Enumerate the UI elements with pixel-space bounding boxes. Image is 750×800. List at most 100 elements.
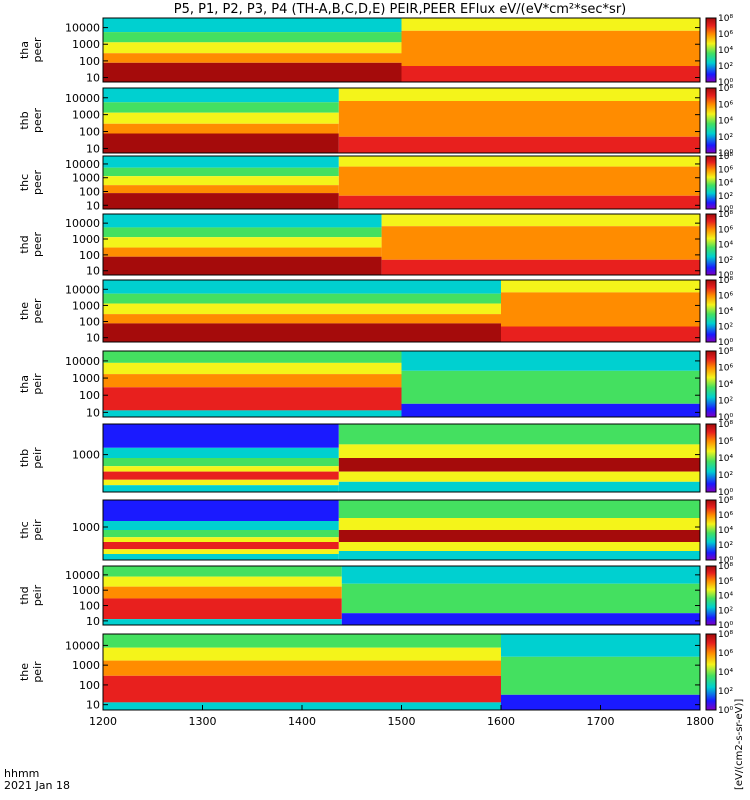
band-pre-2 <box>103 303 501 315</box>
colorbar <box>705 499 717 561</box>
y-tick-label: 10000 <box>65 639 100 652</box>
y-tick-label: 1000 <box>72 372 100 385</box>
colorbar-tick-label: 10⁴ <box>718 46 733 56</box>
panel-label: thdpeer <box>18 232 44 258</box>
band-pre-4 <box>103 133 339 153</box>
colorbar-tick-label: 10⁶ <box>718 577 733 587</box>
band-pre-4 <box>103 193 339 209</box>
y-tick-label: 10 <box>86 699 100 712</box>
band-pre-4 <box>103 410 402 417</box>
colorbar-tick-label: 10⁴ <box>718 526 733 536</box>
colorbar-tick-label: 10⁴ <box>718 380 733 390</box>
band-pre-4 <box>103 256 382 275</box>
colorbar-tick-label: 10⁶ <box>718 30 733 40</box>
band-post-1 <box>401 370 700 404</box>
colorbar-tick-label: 10² <box>718 256 733 266</box>
colorbar-tick-label: 10⁰ <box>718 413 733 423</box>
colorbar <box>705 87 717 154</box>
colorbar-tick-label: 10⁴ <box>718 307 733 317</box>
colorbar-tick-label: 10² <box>718 192 733 202</box>
colorbar-tick-label: 10⁸ <box>718 420 733 430</box>
y-tick-label: 10000 <box>65 283 100 296</box>
band-pre-3 <box>103 247 382 257</box>
band-pre-4 <box>103 62 402 82</box>
panel-label: thepeir <box>18 661 44 683</box>
colorbar-tick-label: 10⁴ <box>718 117 733 127</box>
panel-frame <box>102 565 701 626</box>
footer-date-label: 2021 Jan 18 <box>4 779 70 792</box>
x-tick-label: 1400 <box>288 715 316 728</box>
colorbar-tick-label: 10⁸ <box>718 562 733 572</box>
band-post-0 <box>501 280 700 293</box>
colorbar <box>705 155 717 210</box>
panel-label: thapeir <box>18 373 44 395</box>
band-post-2 <box>338 136 700 153</box>
spectrogram-panels: 10000100010010thapeer10⁰10²10⁴10⁶10⁸1000… <box>18 14 733 716</box>
panel-label: thcpeir <box>18 519 44 541</box>
band-pre-0 <box>103 88 339 103</box>
band-pre-3 <box>103 387 402 411</box>
colorbar-tick-label: 10⁴ <box>718 592 733 602</box>
band-post-1 <box>501 292 700 327</box>
band-pre-3 <box>103 123 339 134</box>
colorbar <box>705 565 717 626</box>
colorbar-tick-label: 10⁸ <box>718 152 733 162</box>
colorbar-tick-label: 10⁰ <box>718 78 733 88</box>
band-pre-0 <box>103 18 402 33</box>
colorbar-tick-label: 10⁰ <box>718 149 733 159</box>
band-pre-1 <box>103 293 501 304</box>
colorbar-tick-label: 10⁶ <box>718 437 733 447</box>
colorbar-tick-label: 10² <box>718 687 733 697</box>
y-tick-label: 1000 <box>72 299 100 312</box>
colorbar-tick-label: 10² <box>718 471 733 481</box>
colorbar <box>705 17 717 83</box>
band-pre-1 <box>103 227 382 238</box>
y-tick-label: 100 <box>79 186 100 199</box>
colorbar <box>705 633 717 711</box>
y-tick-label: 10 <box>86 142 100 155</box>
band-pre-4 <box>103 471 339 480</box>
y-tick-label: 10 <box>86 265 100 278</box>
band-pre-6 <box>103 485 339 492</box>
band-pre-2 <box>103 176 339 186</box>
band-post-1 <box>501 656 700 695</box>
band-post-0 <box>381 214 700 227</box>
band-post-4 <box>338 481 700 492</box>
band-pre-5 <box>103 549 339 554</box>
colorbar-tick-label: 10⁰ <box>718 488 733 498</box>
x-tick-label: 1500 <box>388 715 416 728</box>
colorbar-tick-label: 10⁶ <box>718 649 733 659</box>
band-pre-0 <box>103 351 402 363</box>
colorbar-tick-label: 10⁰ <box>718 556 733 566</box>
panel-label: thepeer <box>18 298 44 324</box>
colorbar-tick-label: 10⁶ <box>718 100 733 110</box>
colorbar-tick-label: 10⁸ <box>718 347 733 357</box>
colorbar-tick-label: 10² <box>718 541 733 551</box>
band-pre-1 <box>103 576 342 587</box>
band-post-2 <box>338 458 700 472</box>
band-pre-3 <box>103 314 501 324</box>
band-post-2 <box>501 694 700 710</box>
x-axis: 1200 1300 1400 1500 1600 1700 1800 <box>89 705 714 728</box>
panel-the-peir: 10000 1000 100 10 thepeir 10⁰ 10² 10⁴ 10⁶ 10⁸ <box>18 630 733 716</box>
colorbar <box>705 213 717 276</box>
y-tick-label: 10000 <box>65 217 100 230</box>
colorbar-tick-label: 10⁰ <box>718 271 733 281</box>
colorbar-tick-label: 10⁴ <box>718 454 733 464</box>
band-post-1 <box>401 30 700 66</box>
y-tick-label: 1000 <box>72 521 100 534</box>
colorbar-unit-label: [eV/(cm2-s-sr-eV)] <box>734 699 745 790</box>
colorbar-tick-label: 10⁸ <box>718 630 733 640</box>
colorbar-tick-label: 10⁶ <box>718 225 733 235</box>
band-post-2 <box>501 326 700 342</box>
band-post-1 <box>338 166 700 196</box>
band-pre-6 <box>103 554 339 560</box>
colorbar <box>705 350 717 418</box>
band-post-3 <box>338 542 700 551</box>
band-post-0 <box>338 424 700 445</box>
y-tick-label: 100 <box>79 126 100 139</box>
band-pre-0 <box>103 280 501 294</box>
colorbar-tick-label: 10⁸ <box>718 84 733 94</box>
band-post-2 <box>338 530 700 542</box>
panel-label: thbpeir <box>18 447 44 469</box>
